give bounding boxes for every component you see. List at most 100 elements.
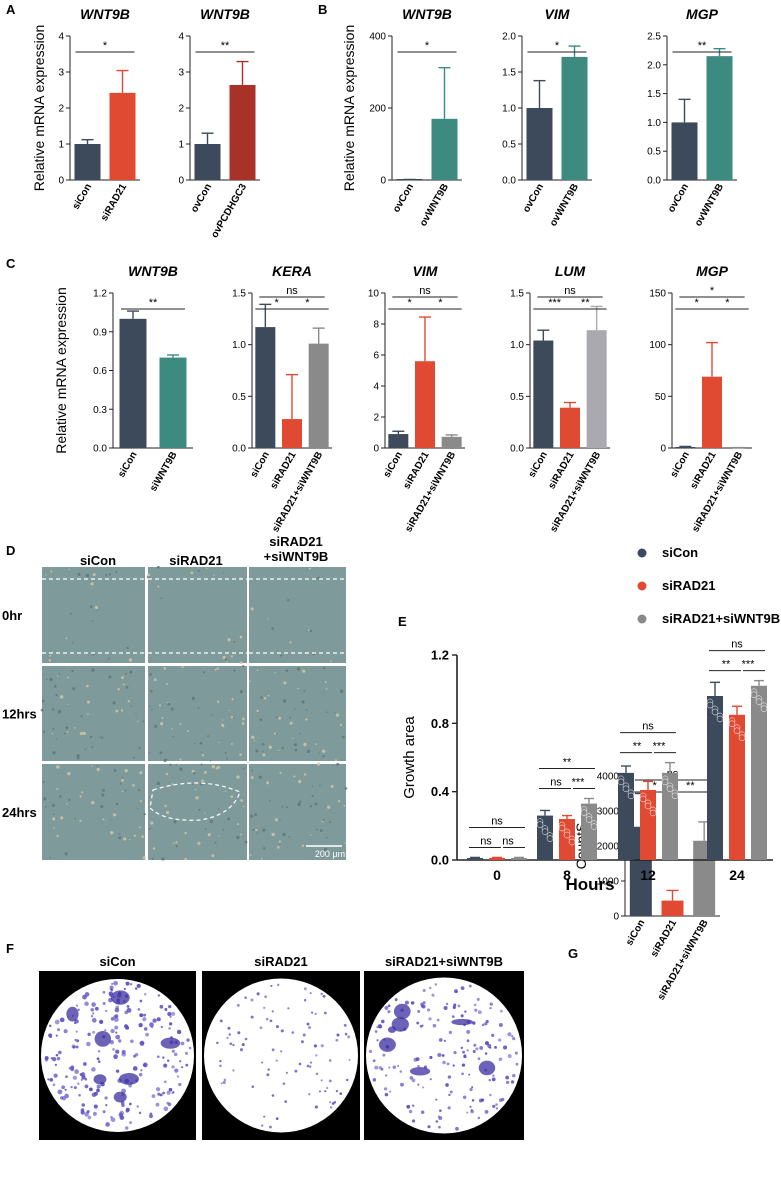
cell-speckle (299, 732, 301, 735)
stained-cell (484, 1110, 489, 1114)
cell-speckle (112, 701, 116, 705)
data-point (671, 792, 679, 800)
cell-speckle (115, 570, 118, 573)
cell-speckle (278, 840, 281, 843)
cell-speckle (197, 569, 200, 572)
cell-speckle (305, 718, 308, 721)
stained-cell (460, 1046, 464, 1050)
cell-speckle (149, 673, 152, 676)
stained-cell (315, 1054, 318, 1057)
cell-speckle (139, 771, 143, 775)
legend-marker (637, 614, 647, 624)
stained-cell (498, 1023, 503, 1027)
cell-speckle (271, 832, 275, 837)
cell-speckle (43, 797, 47, 801)
stained-cell (236, 1003, 240, 1007)
cell-speckle (263, 697, 267, 700)
cell-speckle (297, 802, 301, 807)
cell-speckle (96, 765, 99, 767)
cell-speckle (260, 696, 263, 699)
cell-speckle (217, 765, 221, 769)
cell-speckle (77, 572, 81, 576)
stained-cell (53, 1073, 58, 1078)
significance-label: *** (653, 741, 667, 753)
cell-speckle (319, 829, 323, 833)
stained-cell (461, 1072, 464, 1076)
cell-speckle (175, 841, 178, 844)
stained-cell (422, 1001, 426, 1005)
stained-cell (372, 1078, 377, 1082)
stained-cell (180, 1041, 185, 1046)
stained-cell (102, 1110, 106, 1114)
stained-cell (453, 1051, 457, 1055)
cell-cluster (93, 1074, 107, 1085)
data-point (585, 816, 593, 823)
stained-cell (110, 1017, 115, 1021)
cell-speckle (282, 832, 286, 837)
cell-speckle (312, 653, 315, 656)
stained-cell (80, 1078, 83, 1081)
stained-cell (466, 1030, 471, 1034)
cell-speckle (249, 854, 252, 856)
cell-speckle (71, 669, 74, 673)
stained-cell (439, 1109, 442, 1112)
cell-speckle (192, 771, 196, 775)
cell-speckle (91, 765, 93, 767)
stained-cell (275, 1117, 279, 1120)
stained-cell (466, 1049, 469, 1052)
cell-speckle (132, 783, 135, 787)
significance-label: ** (581, 297, 590, 309)
stained-cell (306, 1064, 310, 1068)
stained-cell (216, 1041, 219, 1045)
data-point (666, 785, 674, 793)
stained-cell (435, 1098, 438, 1101)
cell-speckle (309, 805, 312, 808)
stained-cell (78, 1093, 81, 1097)
stained-cell (178, 1082, 182, 1087)
cell-speckle (279, 819, 281, 821)
stained-cell (447, 1075, 452, 1079)
cell-speckle (256, 669, 259, 672)
stained-cell (270, 984, 273, 988)
cell-speckle (55, 693, 58, 697)
cell-speckle (255, 828, 258, 832)
panel-letters: A B C D E F G (6, 2, 578, 961)
wound-image (148, 567, 247, 663)
stained-cell (129, 982, 133, 986)
cell-speckle (138, 826, 141, 829)
stained-cell (259, 1026, 263, 1030)
significance-label: *** (548, 297, 562, 309)
panel-letter-A: A (6, 2, 16, 17)
cell-speckle (100, 805, 104, 809)
cell-speckle (282, 699, 287, 703)
cell-speckle (100, 736, 104, 739)
stained-cell (492, 1074, 495, 1077)
stained-cell (264, 995, 267, 999)
cell-speckle (67, 772, 71, 776)
x-tick-label: ovWNT9B (418, 182, 451, 228)
stained-cell (69, 1065, 75, 1071)
bar-siCon (533, 340, 554, 448)
y-tick-label: 4000 (597, 772, 620, 783)
x-tick-label: siRAD21+siWNT9B (548, 450, 603, 534)
y-tick-label: 2 (58, 104, 64, 115)
cell-speckle (308, 567, 312, 570)
bar-ovWNT9B (431, 118, 458, 180)
significance-label: ** (149, 297, 158, 309)
cell-speckle (115, 802, 119, 806)
cell-speckle (64, 852, 68, 856)
stained-cell (47, 1078, 50, 1081)
cell-speckle (79, 819, 82, 822)
stained-cell (92, 1030, 96, 1034)
cell-speckle (150, 690, 153, 693)
stained-cell (491, 1077, 496, 1082)
stained-cell (348, 1058, 351, 1061)
cell-speckle (41, 699, 45, 703)
stained-cell (462, 1095, 467, 1100)
x-tick-label: siCon (624, 918, 647, 948)
cell-speckle (86, 684, 89, 688)
stained-cell (168, 1087, 173, 1092)
y-tick-label: 2.0 (502, 32, 516, 43)
